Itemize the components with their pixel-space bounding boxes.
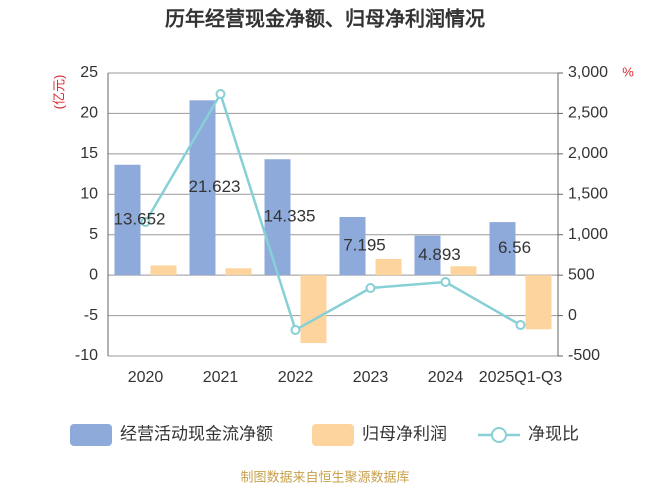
x-tick-label: 2022 <box>278 369 314 386</box>
y-tick-label: -5 <box>84 307 98 324</box>
bar <box>489 222 516 276</box>
line-point <box>215 89 226 100</box>
value-label: 7.195 <box>343 236 386 255</box>
bar <box>225 268 252 276</box>
line-point <box>515 320 526 331</box>
y2-tick-label: -500 <box>568 347 600 364</box>
bar <box>150 265 177 276</box>
y2-tick-label: 1,000 <box>568 226 608 243</box>
source-note: 制图数据来自恒生聚源数据库 <box>240 469 409 484</box>
bar <box>375 258 402 276</box>
bar <box>450 266 477 276</box>
y2-tick-label: 2,500 <box>568 105 608 122</box>
line-point <box>290 324 301 335</box>
legend-label: 净现比 <box>528 424 579 443</box>
bar <box>114 164 141 276</box>
y-axis-label: (亿元) <box>51 75 66 110</box>
y2-tick-label: 500 <box>568 266 595 283</box>
y2-tick-label: 1,500 <box>568 186 608 203</box>
bar <box>414 235 441 276</box>
value-label: 6.56 <box>498 238 531 257</box>
legend-swatch <box>312 424 354 446</box>
value-label: 14.335 <box>264 207 316 226</box>
x-tick-label: 2024 <box>428 369 464 386</box>
value-label: 4.893 <box>418 245 461 264</box>
value-label: 13.652 <box>114 209 166 228</box>
x-tick-label: 2021 <box>203 369 239 386</box>
line-point <box>365 282 376 293</box>
bar <box>300 275 327 344</box>
line <box>144 90 522 332</box>
y2-tick-label: 3,000 <box>568 64 608 81</box>
legend-swatch <box>70 424 112 446</box>
y2-tick-label: 0 <box>568 307 577 324</box>
y-tick-label: 10 <box>80 186 98 203</box>
y-tick-label: 25 <box>80 64 98 81</box>
y-tick-label: -10 <box>75 347 98 364</box>
y-tick-label: 5 <box>89 226 98 243</box>
legend-label: 归母净利润 <box>362 424 447 443</box>
bar <box>264 159 291 276</box>
line-point <box>140 217 151 228</box>
legend-label: 经营活动现金流净额 <box>120 424 273 443</box>
x-tick-label: 2020 <box>128 369 164 386</box>
legend-swatch <box>491 427 507 443</box>
y-tick-label: 0 <box>89 266 98 283</box>
line-point <box>440 277 451 288</box>
y-tick-label: 20 <box>80 105 98 122</box>
y2-tick-label: 2,000 <box>568 145 608 162</box>
y-tick-label: 15 <box>80 145 98 162</box>
value-label: 21.623 <box>189 177 241 196</box>
bar <box>525 275 552 330</box>
x-tick-label: 2023 <box>353 369 389 386</box>
bar <box>339 216 366 276</box>
y2-axis-label: % <box>622 64 634 79</box>
x-tick-label: 2025Q1-Q3 <box>479 369 563 386</box>
bar <box>189 100 216 276</box>
chart-title: 历年经营现金净额、归母净利润情况 <box>165 6 485 30</box>
